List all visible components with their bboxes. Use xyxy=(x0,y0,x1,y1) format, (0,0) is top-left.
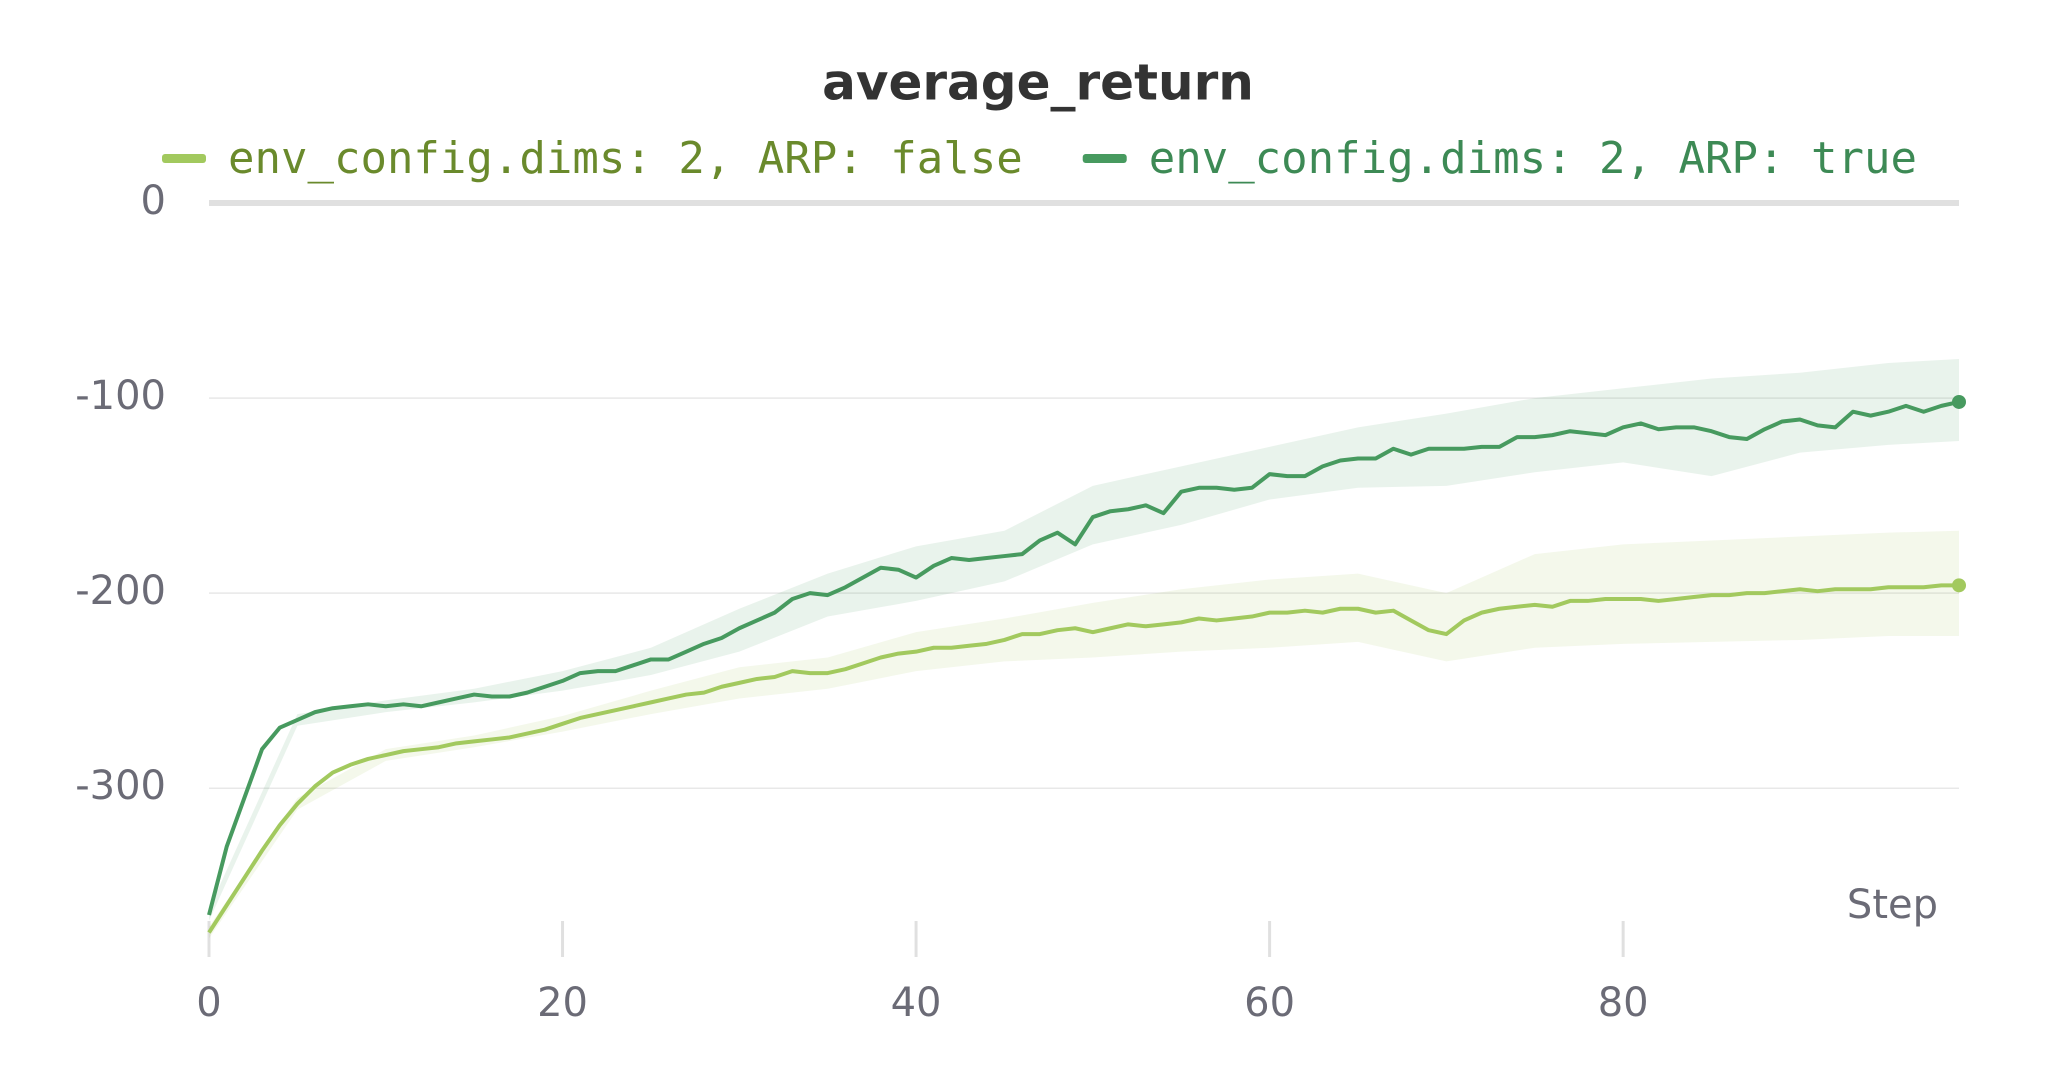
y-tick-label: -100 xyxy=(75,373,166,419)
legend-label: env_config.dims: 2, ARP: false xyxy=(228,133,1023,184)
x-axis-label: Step xyxy=(1847,882,1938,928)
legend-swatch xyxy=(162,154,206,163)
band xyxy=(209,530,1959,939)
y-tick-label: -200 xyxy=(75,568,166,614)
y-tick-label: -300 xyxy=(75,763,166,809)
end-point xyxy=(1952,578,1966,593)
band xyxy=(209,359,1959,921)
y-tick-label: 0 xyxy=(141,178,166,224)
series-line xyxy=(207,583,1959,934)
chart-title: average_return xyxy=(822,54,1254,112)
legend-swatch xyxy=(1082,154,1127,163)
end-point xyxy=(1952,394,1966,409)
x-tick-label: 0 xyxy=(196,980,221,1026)
x-tick-label: 60 xyxy=(1244,980,1295,1026)
series-line xyxy=(207,400,1960,916)
x-tick-label: 40 xyxy=(891,980,942,1026)
x-tick-label: 80 xyxy=(1598,980,1649,1026)
legend-label: env_config.dims: 2, ARP: true xyxy=(1149,133,1917,184)
x-tick-label: 20 xyxy=(537,980,588,1026)
